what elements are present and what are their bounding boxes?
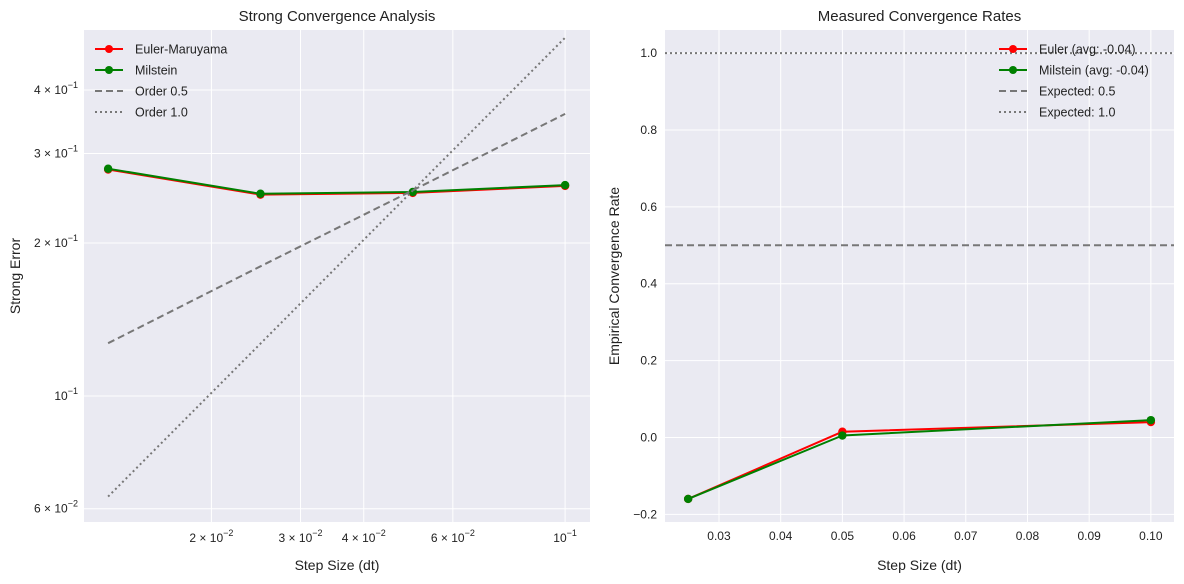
y-tick-label-base: 10	[54, 147, 68, 161]
legend-entry: Expected: 0.5	[1039, 85, 1115, 99]
legend-marker	[105, 45, 113, 53]
gridlines	[665, 30, 1174, 522]
y-tick-label: 0.4	[640, 277, 657, 291]
x-axis-label: Step Size (dt)	[295, 557, 380, 573]
x-tick-label-mantissa: 2	[189, 531, 196, 545]
legend-entry: Order 1.0	[135, 106, 188, 120]
y-tick-label-exponent: −1	[68, 386, 78, 396]
y-tick-label-mantissa: 6	[34, 502, 41, 516]
y-tick-label-exponent: −1	[68, 233, 78, 243]
y-tick-label: 6 × 10−2	[34, 499, 78, 516]
series-milstein-avg-0-04-point	[683, 494, 693, 504]
x-tick-label-times: ×	[438, 531, 452, 545]
plot-background	[665, 30, 1174, 522]
x-tick-label: 0.05	[831, 529, 855, 543]
x-tick-label: 0.06	[892, 529, 916, 543]
y-tick-label: 0.6	[640, 200, 657, 214]
legend-entry: Euler (avg: -0.04)	[1039, 43, 1136, 57]
y-axis-label: Strong Error	[7, 238, 23, 315]
legend-marker	[105, 66, 113, 74]
legend-entry: Euler-Maruyama	[135, 43, 227, 57]
y-tick-label: 0.2	[640, 354, 657, 368]
x-axis-label: Step Size (dt)	[877, 557, 962, 573]
series-milstein-avg-0-04-point	[1146, 415, 1156, 425]
y-tick-label: 3 × 10−1	[34, 144, 78, 161]
plot-background	[84, 30, 590, 522]
x-tick-label-times: ×	[285, 531, 299, 545]
x-tick-label: 0.08	[1016, 529, 1040, 543]
x-tick-label-exponent: −2	[312, 528, 322, 538]
legend-entry: Milstein (avg: -0.04)	[1039, 64, 1149, 78]
y-tick-label-base: 10	[54, 502, 68, 516]
y-tick-label-base: 10	[54, 83, 68, 97]
y-tick-label-base: 10	[54, 236, 68, 250]
legend-marker	[1009, 45, 1017, 53]
y-tick-label-times: ×	[41, 83, 55, 97]
y-tick-label-exponent: −1	[68, 144, 78, 154]
y-tick-label-mantissa: 2	[34, 236, 41, 250]
x-tick-label: 0.07	[954, 529, 978, 543]
y-tick-label-base: 10	[54, 389, 68, 403]
x-tick-label: 0.03	[707, 529, 731, 543]
y-tick-label-exponent: −1	[68, 80, 78, 90]
legend: Euler-Maruyama Milstein Order 0.5 Order 1.0	[95, 43, 227, 120]
y-tick-label-mantissa: 4	[34, 83, 41, 97]
x-tick-label-exponent: −1	[567, 528, 577, 538]
y-tick-label: 4 × 10−1	[34, 80, 78, 97]
legend: Euler (avg: -0.04) Milstein (avg: -0.04) E…	[999, 43, 1149, 120]
x-tick-label-base: 10	[299, 531, 313, 545]
x-tick-label-exponent: −2	[465, 528, 475, 538]
x-tick-label-base: 10	[553, 531, 567, 545]
y-tick-label: 10−1	[54, 386, 78, 403]
y-tick-label-mantissa: 3	[34, 147, 41, 161]
y-axis-label: Empirical Convergence Rate	[606, 187, 622, 365]
x-tick-label: 10−1	[553, 528, 577, 545]
chart-measured-rates: 0.03 0.04 0.05 0.06 0.07 0.08 0.09 0.10 −0.2 0.0 0…	[606, 8, 1174, 573]
x-tick-label-mantissa: 3	[279, 531, 286, 545]
legend-entry: Order 0.5	[135, 85, 188, 99]
x-tick-label-base: 10	[210, 531, 224, 545]
series-order-0-5-line	[107, 113, 566, 345]
gridlines	[84, 30, 590, 522]
chart-title: Strong Convergence Analysis	[239, 8, 436, 25]
series-milstein-line	[107, 167, 566, 195]
series-group	[665, 52, 1174, 504]
chart-title: Measured Convergence Rates	[818, 8, 1021, 25]
y-tick-label: −0.2	[633, 507, 657, 521]
x-tick-label: 0.04	[769, 529, 793, 543]
y-tick-label-exponent: −2	[68, 499, 78, 509]
x-tick-label-times: ×	[196, 531, 210, 545]
x-tick-label: 0.09	[1077, 529, 1101, 543]
x-tick-label-times: ×	[348, 531, 362, 545]
chart-strong-convergence: 2 × 10−2 3 × 10−2 4 × 10−2 6 × 10−2 10−16 × …	[7, 8, 590, 573]
series-milstein-avg-0-04-point	[838, 431, 847, 440]
x-tick-label-mantissa: 4	[342, 531, 349, 545]
x-tick-label: 3 × 10−2	[279, 528, 323, 545]
series-milstein-point	[560, 180, 570, 190]
x-tick-label-mantissa: 6	[431, 531, 438, 545]
x-tick-label-exponent: −2	[375, 528, 385, 538]
y-tick-label: 0.0	[640, 430, 657, 444]
x-tick-label: 6 × 10−2	[431, 528, 475, 545]
legend-entry: Expected: 1.0	[1039, 106, 1115, 120]
x-tick-label-base: 10	[362, 531, 376, 545]
y-tick-label-times: ×	[41, 147, 55, 161]
x-tick-label: 0.10	[1139, 529, 1163, 543]
y-tick-label: 2 × 10−1	[34, 233, 78, 250]
y-tick-label: 0.8	[640, 123, 657, 137]
y-tick-label: 1.0	[640, 46, 657, 60]
y-tick-label-times: ×	[41, 236, 55, 250]
x-tick-label-exponent: −2	[223, 528, 233, 538]
x-tick-label-base: 10	[451, 531, 465, 545]
legend-marker	[1009, 66, 1017, 74]
x-tick-label: 4 × 10−2	[342, 528, 386, 545]
legend-entry: Milstein	[135, 64, 177, 78]
x-tick-label: 2 × 10−2	[189, 528, 233, 545]
series-milstein-point	[103, 164, 113, 173]
series-milstein-point	[256, 189, 265, 198]
series-group	[103, 36, 570, 498]
y-tick-label-times: ×	[41, 502, 55, 516]
